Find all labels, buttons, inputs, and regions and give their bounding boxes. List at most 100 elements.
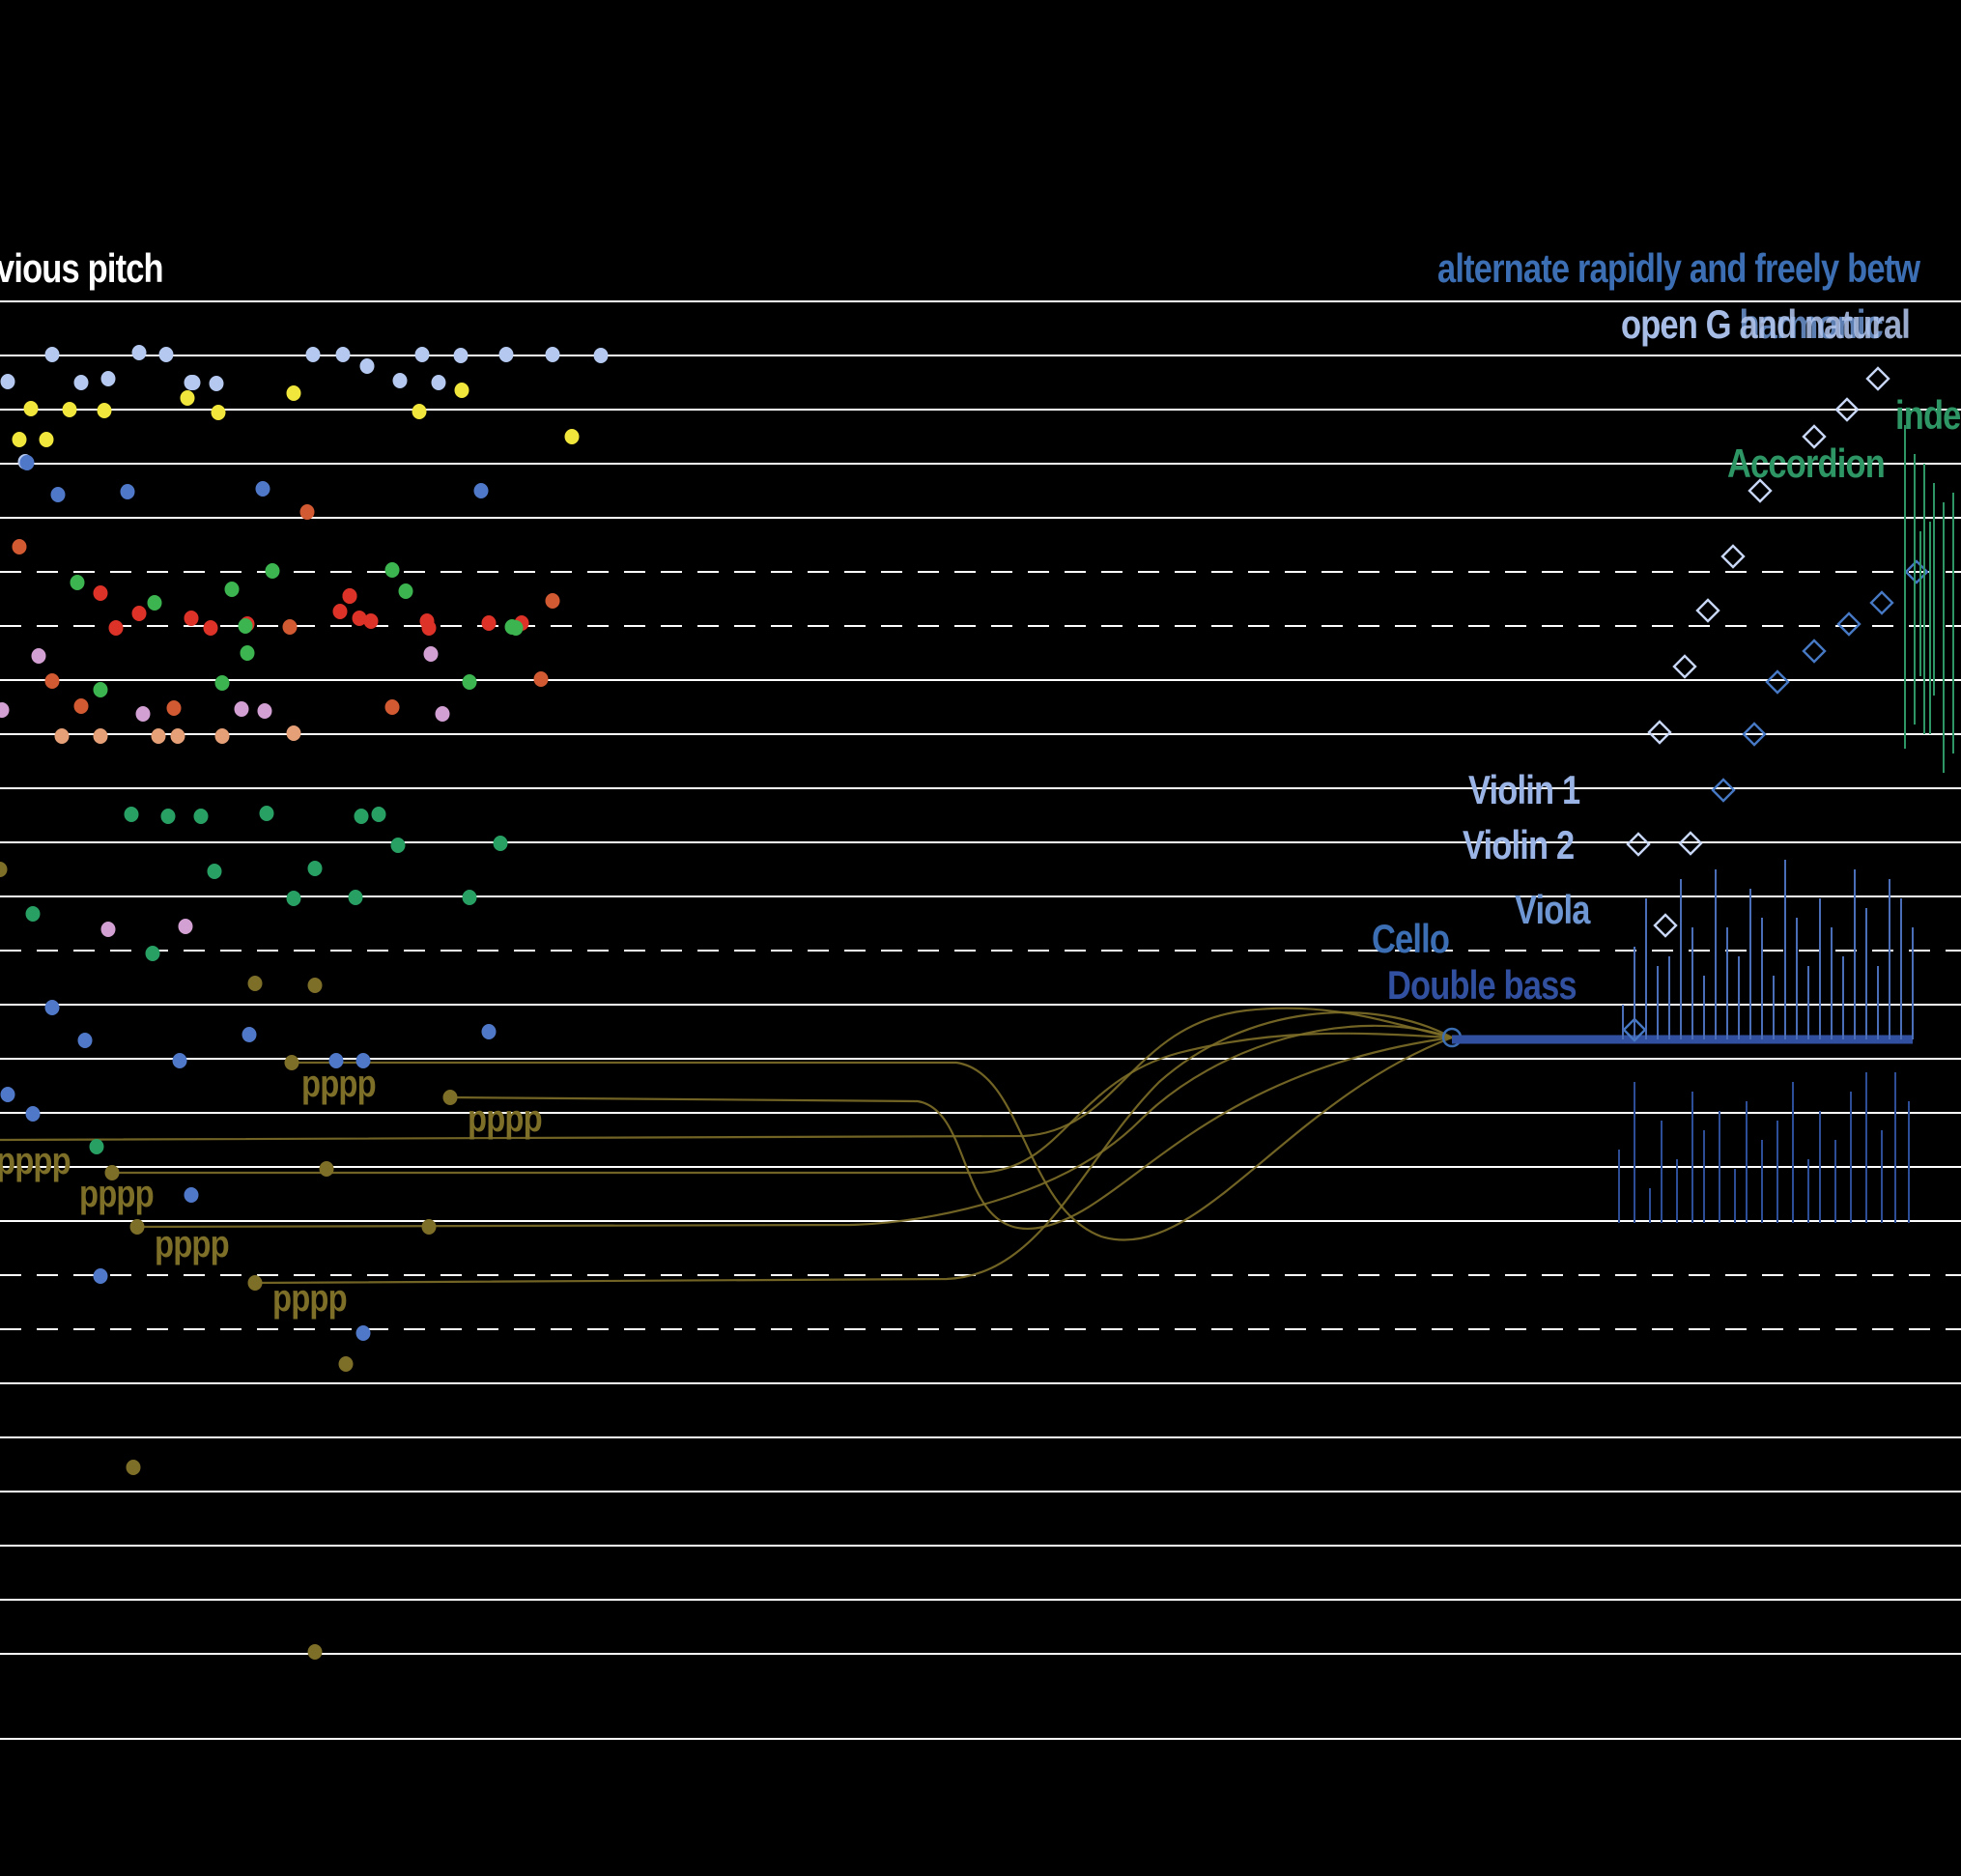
pitch-dot — [508, 620, 524, 636]
pitch-dot — [25, 1106, 41, 1122]
harmonic-diamond — [1748, 478, 1773, 503]
pitch-dot — [398, 583, 413, 599]
pitch-dot — [328, 1053, 344, 1068]
pitch-dot — [265, 563, 280, 579]
pitch-dot — [129, 1219, 145, 1235]
pitch-dot — [473, 483, 489, 498]
pitch-dot — [462, 890, 477, 905]
dynamic-pppp: pppp — [468, 1097, 543, 1140]
label-cello: Cello — [1372, 916, 1450, 961]
pitch-dot — [423, 646, 439, 662]
pitch-dot — [593, 348, 609, 363]
pitch-dot — [93, 682, 108, 697]
pitch-dot — [299, 504, 315, 520]
pitch-dot — [158, 347, 174, 362]
pitch-dot — [184, 375, 199, 390]
pitch-dot — [307, 1644, 323, 1660]
pitch-dot — [431, 375, 446, 390]
staff-lines — [0, 300, 1961, 1740]
pitch-dot — [390, 838, 406, 853]
pitch-dot — [238, 618, 253, 634]
harmonic-diamond — [1802, 424, 1827, 449]
harmonic-diamonds — [1622, 366, 1929, 1042]
instruction-previous-pitch: vious pitch — [0, 245, 164, 291]
harmonic-diamond — [1765, 669, 1790, 695]
pitch-dot — [124, 807, 139, 822]
pitch-dot — [286, 891, 301, 906]
pitch-dot — [151, 728, 166, 744]
pitch-dot — [145, 946, 160, 961]
pitch-dot — [257, 703, 272, 719]
pitch-dot — [421, 1219, 437, 1235]
pitch-dot — [135, 706, 151, 722]
pitch-dot — [384, 562, 400, 578]
harmonic-diamond — [1672, 654, 1697, 679]
pitch-dot — [335, 347, 351, 362]
pitch-dot — [44, 347, 60, 362]
harmonic-diamond — [1711, 778, 1736, 803]
glissando-line — [136, 1024, 1453, 1229]
pitch-dot — [23, 401, 39, 416]
harmonic-diamond — [1653, 913, 1678, 938]
pitch-dot — [352, 611, 367, 626]
pitch-dot — [412, 404, 427, 419]
glissando-line — [290, 1036, 1453, 1241]
pitch-dot — [454, 383, 469, 398]
pitch-dot — [93, 728, 108, 744]
harmonic-diamond — [1626, 832, 1651, 857]
pitch-dot — [211, 405, 226, 420]
harmonic-diamond — [1865, 366, 1890, 391]
dynamic-pppp: pppp — [79, 1173, 155, 1215]
pitch-dot — [286, 385, 301, 401]
pitch-dot — [166, 700, 182, 716]
harmonic-diamond — [1742, 722, 1767, 747]
pitch-dot — [224, 582, 240, 597]
pitch-dot — [214, 675, 230, 691]
pitch-dot — [247, 1275, 263, 1291]
pitch-dot — [104, 1165, 120, 1180]
dynamic-pppp: pppp — [272, 1277, 348, 1320]
glissando-line — [0, 1007, 1453, 1142]
harmonic-diamond — [1720, 544, 1746, 569]
pitch-dot — [131, 345, 147, 360]
harmonic-diamond — [1678, 831, 1703, 856]
pitch-dot — [307, 861, 323, 876]
pitch-dot — [70, 575, 85, 590]
pitch-dot — [545, 347, 560, 362]
pitch-dot — [363, 613, 379, 629]
harmonic-diamond — [1802, 639, 1827, 664]
pitch-dot — [44, 1000, 60, 1015]
pitch-dot — [348, 890, 363, 905]
pitch-dot — [307, 978, 323, 993]
pitch-dot — [371, 807, 386, 822]
pitch-dot — [77, 1033, 93, 1048]
pitch-dot — [131, 606, 147, 621]
instruction-open-g-natural: open G and natural — [1621, 301, 1911, 347]
pitch-dot — [39, 432, 54, 447]
pitch-dot — [453, 348, 469, 363]
harmonic-diamond — [1695, 598, 1720, 623]
pitch-dot — [73, 375, 89, 390]
pitch-dot — [184, 1187, 199, 1203]
pitch-dot — [481, 1024, 497, 1039]
instruction-open-g-harmonic: open G harmonic — [1621, 301, 1884, 347]
pitch-dot — [462, 674, 477, 690]
pitch-dot — [0, 862, 8, 877]
pitch-dot — [180, 390, 195, 406]
pitch-dot — [533, 671, 549, 687]
pitch-dot — [305, 347, 321, 362]
pitch-dot — [435, 706, 450, 722]
harmonic-diamond — [1647, 720, 1672, 745]
glissando-line — [254, 1011, 1453, 1285]
pitch-dot — [284, 1055, 299, 1070]
pitch-dot — [493, 836, 508, 851]
pitch-dot — [240, 645, 255, 661]
pitch-dot — [172, 1053, 187, 1068]
pitch-dot — [384, 699, 400, 715]
dynamic-pppp: pppp — [301, 1063, 377, 1105]
pitch-dot — [564, 429, 580, 444]
harmonic-diamond — [1622, 1017, 1647, 1042]
pitch-dot — [498, 347, 514, 362]
pitch-dot — [355, 1325, 371, 1341]
